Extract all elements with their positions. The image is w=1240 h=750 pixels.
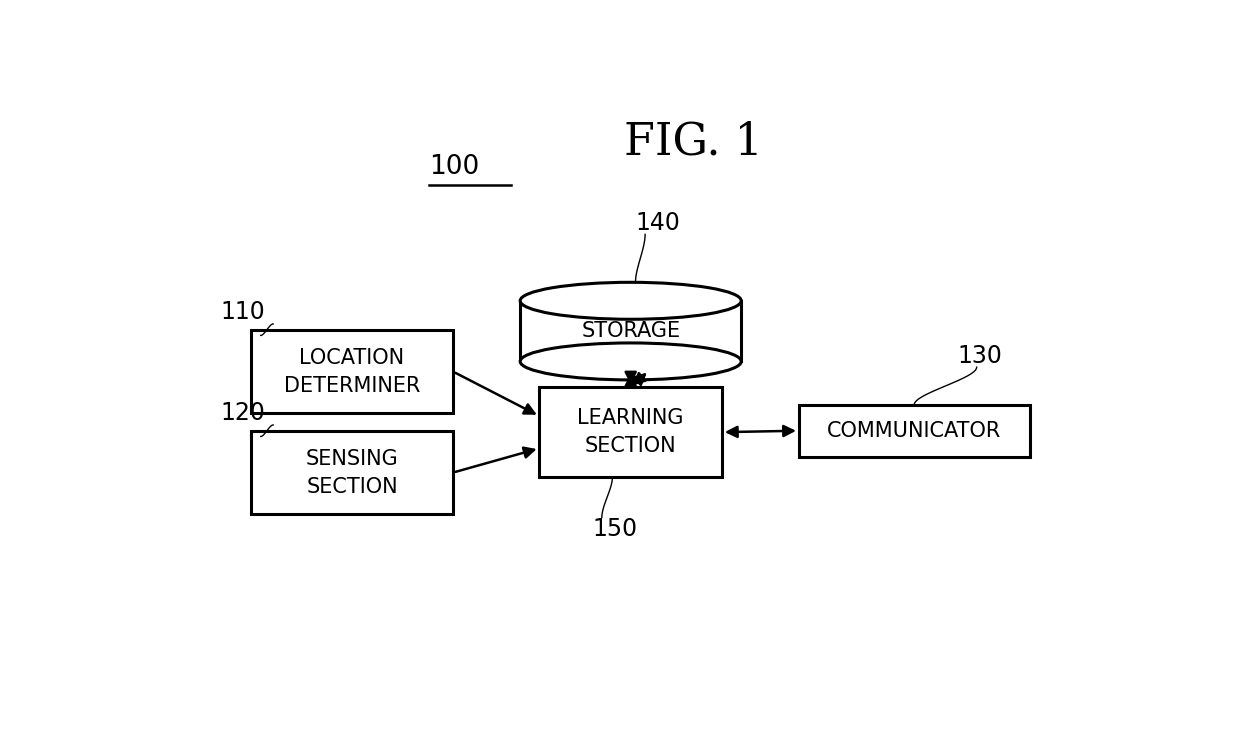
Bar <box>799 405 1029 457</box>
Ellipse shape <box>520 282 742 320</box>
Bar <box>539 388 722 477</box>
Text: 120: 120 <box>221 401 265 425</box>
Text: FIG. 1: FIG. 1 <box>624 121 763 164</box>
Bar <box>250 430 453 514</box>
Text: 110: 110 <box>221 300 265 324</box>
Text: STORAGE: STORAGE <box>582 321 681 341</box>
Text: LEARNING
SECTION: LEARNING SECTION <box>578 408 684 456</box>
Text: LOCATION
DETERMINER: LOCATION DETERMINER <box>284 347 420 395</box>
Bar <box>250 330 453 413</box>
Text: SENSING
SECTION: SENSING SECTION <box>305 448 398 497</box>
Bar <box>521 301 742 362</box>
Text: 100: 100 <box>429 154 479 179</box>
Text: 130: 130 <box>957 344 1002 368</box>
Ellipse shape <box>520 343 742 380</box>
Text: 150: 150 <box>593 517 637 541</box>
Text: 140: 140 <box>635 211 681 235</box>
Text: COMMUNICATOR: COMMUNICATOR <box>827 421 1002 441</box>
